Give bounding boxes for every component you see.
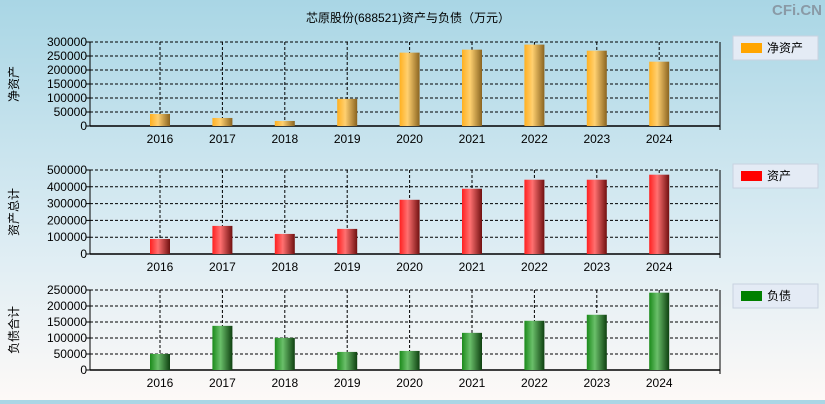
x-tick-label: 2018 — [271, 132, 298, 146]
legend-label: 负债 — [767, 289, 791, 303]
bar-2017 — [212, 325, 233, 370]
x-tick-label: 2021 — [459, 132, 486, 146]
y-tick-label: 200000 — [47, 299, 87, 313]
legend-swatch — [741, 171, 762, 181]
bar-2016 — [150, 353, 170, 370]
x-tick-label: 2020 — [396, 260, 423, 274]
bar-2016 — [150, 113, 170, 126]
x-tick-label: 2019 — [334, 260, 361, 274]
bar-2019 — [337, 351, 358, 370]
y-tick-label: 400000 — [47, 180, 87, 194]
x-tick-label: 2017 — [209, 376, 236, 390]
y-tick-label: 150000 — [47, 315, 87, 329]
y-tick-label: 150000 — [47, 77, 87, 91]
x-tick-label: 2024 — [646, 376, 673, 390]
y-tick-label: 100000 — [47, 331, 87, 345]
bar-2020 — [399, 52, 420, 126]
x-tick-label: 2024 — [646, 132, 673, 146]
x-tick-label: 2016 — [147, 132, 174, 146]
legend — [732, 163, 819, 189]
x-tick-label: 2021 — [459, 260, 486, 274]
bar-2018 — [274, 120, 295, 126]
x-tick-label: 2018 — [271, 260, 298, 274]
y-tick-label: 250000 — [47, 283, 87, 297]
y-tick-label: 500000 — [47, 163, 87, 177]
y-tick-label: 0 — [80, 363, 87, 377]
y-tick-label: 100000 — [47, 230, 87, 244]
x-tick-label: 2016 — [147, 376, 174, 390]
bar-2023 — [586, 314, 607, 370]
x-tick-label: 2022 — [521, 260, 548, 274]
x-tick-label: 2020 — [396, 376, 423, 390]
bar-2018 — [274, 233, 295, 254]
y-tick-label: 50000 — [54, 347, 88, 361]
x-tick-label: 2023 — [583, 132, 610, 146]
y-axis-label: 负债合计 — [6, 306, 21, 354]
bar-2023 — [586, 179, 607, 254]
legend-swatch — [741, 43, 762, 53]
x-tick-label: 2019 — [334, 132, 361, 146]
bar-2021 — [462, 49, 482, 127]
x-tick-label: 2024 — [646, 260, 673, 274]
chart-title: 芯原股份(688521)资产与负债（万元） — [306, 11, 510, 25]
y-tick-label: 300000 — [47, 197, 87, 211]
panel-2: 0 50000 100000 150000 200000 250000 2016 2017 20… — [6, 283, 819, 390]
bar-2022 — [524, 179, 545, 254]
bar-2021 — [462, 188, 482, 254]
y-tick-label: 50000 — [54, 105, 88, 119]
legend-label: 资产 — [767, 169, 791, 183]
bar-2019 — [337, 228, 358, 254]
y-tick-label: 200000 — [47, 63, 87, 77]
bar-2022 — [524, 44, 545, 126]
x-tick-label: 2016 — [147, 260, 174, 274]
x-tick-label: 2021 — [459, 376, 486, 390]
bar-2019 — [337, 98, 358, 126]
x-tick-label: 2023 — [583, 260, 610, 274]
x-tick-label: 2022 — [521, 132, 548, 146]
bar-2024 — [649, 174, 670, 254]
bar-2024 — [649, 61, 670, 126]
bar-2020 — [399, 350, 420, 370]
y-tick-label: 250000 — [47, 49, 87, 63]
legend-label: 净资产 — [767, 41, 803, 55]
bar-2018 — [274, 337, 295, 370]
y-tick-label: 200000 — [47, 213, 87, 227]
bar-2022 — [524, 320, 545, 370]
y-axis-label: 资产总计 — [7, 188, 21, 236]
y-tick-label: 0 — [80, 247, 87, 261]
y-tick-label: 100000 — [47, 91, 87, 105]
bar-2023 — [586, 50, 607, 126]
x-tick-label: 2018 — [271, 376, 298, 390]
x-tick-label: 2020 — [396, 132, 423, 146]
x-tick-label: 2022 — [521, 376, 548, 390]
x-tick-label: 2019 — [334, 376, 361, 390]
bar-2024 — [649, 292, 670, 370]
panel-1: 0 100000 200000 300000 400000 500000 2016 2017 2… — [7, 163, 819, 274]
watermark: CFi.CN — [772, 2, 822, 19]
y-tick-label: 300000 — [47, 35, 87, 49]
legend-swatch — [741, 291, 762, 301]
bar-2017 — [212, 117, 233, 126]
x-tick-label: 2023 — [583, 376, 610, 390]
y-axis-label: 净资产 — [7, 66, 21, 102]
bar-2017 — [212, 225, 233, 254]
bar-2021 — [462, 332, 482, 370]
x-tick-label: 2017 — [209, 132, 236, 146]
bar-2020 — [399, 199, 420, 254]
y-tick-label: 0 — [80, 119, 87, 133]
bar-2016 — [150, 238, 170, 254]
x-tick-label: 2017 — [209, 260, 236, 274]
